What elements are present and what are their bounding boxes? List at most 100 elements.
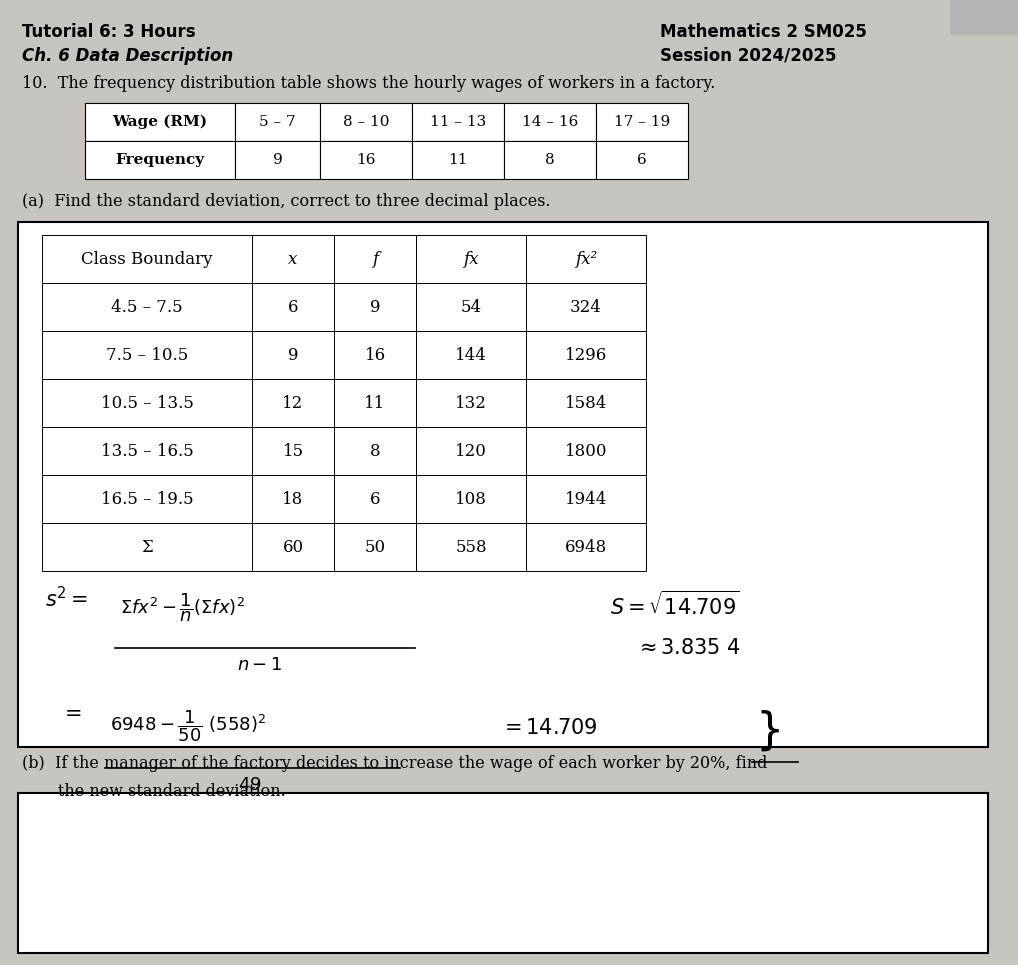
Text: 4.5 – 7.5: 4.5 – 7.5	[111, 298, 183, 316]
Text: $n - 1$: $n - 1$	[237, 656, 283, 674]
FancyBboxPatch shape	[596, 141, 688, 179]
Text: 108: 108	[455, 490, 487, 508]
Text: 15: 15	[282, 443, 303, 459]
Text: $49$: $49$	[238, 776, 262, 794]
FancyBboxPatch shape	[412, 141, 504, 179]
Bar	[526, 283, 646, 331]
Text: fx²: fx²	[575, 251, 598, 267]
Bar	[334, 283, 416, 331]
Bar	[416, 283, 526, 331]
Text: $=$: $=$	[60, 703, 81, 722]
Text: $\approx 3.835\ 4$: $\approx 3.835\ 4$	[635, 638, 741, 658]
Bar	[252, 523, 334, 571]
Bar	[18, 222, 988, 747]
Bar	[42, 283, 252, 331]
Text: Mathematics 2 SM025: Mathematics 2 SM025	[660, 23, 867, 41]
Text: 324: 324	[570, 298, 602, 316]
Bar	[416, 427, 526, 475]
FancyBboxPatch shape	[596, 103, 688, 141]
Text: Ch. 6 Data Description: Ch. 6 Data Description	[22, 47, 233, 65]
Text: 1584: 1584	[565, 395, 607, 411]
Text: 17 – 19: 17 – 19	[614, 115, 670, 129]
Text: 18: 18	[282, 490, 303, 508]
Text: 10.5 – 13.5: 10.5 – 13.5	[101, 395, 193, 411]
Text: 8 – 10: 8 – 10	[343, 115, 389, 129]
Text: 8: 8	[370, 443, 381, 459]
Text: $= 14.709$: $= 14.709$	[500, 718, 598, 738]
Text: 8: 8	[546, 153, 555, 167]
FancyBboxPatch shape	[84, 141, 235, 179]
Text: 11: 11	[448, 153, 467, 167]
Bar	[252, 427, 334, 475]
Text: 9: 9	[288, 346, 298, 364]
Bar	[526, 331, 646, 379]
Bar	[334, 523, 416, 571]
Text: 11 – 13: 11 – 13	[430, 115, 487, 129]
Bar	[42, 523, 252, 571]
Bar	[252, 235, 334, 283]
Bar	[252, 283, 334, 331]
FancyBboxPatch shape	[504, 141, 596, 179]
Bar	[42, 475, 252, 523]
FancyBboxPatch shape	[320, 103, 412, 141]
Text: 16: 16	[356, 153, 376, 167]
Text: Tutorial 6: 3 Hours: Tutorial 6: 3 Hours	[22, 23, 195, 41]
Text: 558: 558	[455, 538, 487, 556]
Bar	[334, 427, 416, 475]
FancyBboxPatch shape	[235, 141, 320, 179]
Text: 120: 120	[455, 443, 487, 459]
Text: 60: 60	[282, 538, 303, 556]
Bar	[334, 331, 416, 379]
Bar	[42, 379, 252, 427]
Text: the new standard deviation.: the new standard deviation.	[22, 783, 286, 800]
Bar	[42, 331, 252, 379]
Text: Σ: Σ	[142, 538, 153, 556]
Text: $6948 - \dfrac{1}{50}\ (558)^2$: $6948 - \dfrac{1}{50}\ (558)^2$	[110, 708, 267, 744]
Text: 6948: 6948	[565, 538, 607, 556]
Bar	[416, 523, 526, 571]
Text: 1800: 1800	[565, 443, 608, 459]
Text: $\Sigma fx^2 - \dfrac{1}{n}(\Sigma fx)^2$: $\Sigma fx^2 - \dfrac{1}{n}(\Sigma fx)^2…	[120, 591, 245, 623]
Bar	[334, 379, 416, 427]
Text: 6: 6	[637, 153, 646, 167]
Text: (a)  Find the standard deviation, correct to three decimal places.: (a) Find the standard deviation, correct…	[22, 193, 551, 210]
Bar	[334, 475, 416, 523]
Bar	[526, 427, 646, 475]
Text: Frequency: Frequency	[115, 153, 205, 167]
Bar	[416, 475, 526, 523]
Text: Class Boundary: Class Boundary	[81, 251, 213, 267]
Text: 1296: 1296	[565, 346, 607, 364]
Text: 13.5 – 16.5: 13.5 – 16.5	[101, 443, 193, 459]
Text: 16.5 – 19.5: 16.5 – 19.5	[101, 490, 193, 508]
Bar	[18, 793, 988, 953]
Bar	[526, 235, 646, 283]
Text: $s^2 =$: $s^2 =$	[45, 586, 89, 611]
Bar	[416, 331, 526, 379]
Bar	[252, 475, 334, 523]
Bar	[526, 475, 646, 523]
FancyBboxPatch shape	[235, 103, 320, 141]
FancyBboxPatch shape	[320, 141, 412, 179]
Text: 11: 11	[364, 395, 386, 411]
Text: $\}$: $\}$	[755, 708, 780, 753]
Text: Session 2024/2025: Session 2024/2025	[660, 47, 837, 65]
Text: 10.  The frequency distribution table shows the hourly wages of workers in a fac: 10. The frequency distribution table sho…	[22, 75, 716, 92]
Text: 9: 9	[273, 153, 282, 167]
Text: 9: 9	[370, 298, 381, 316]
Bar	[334, 235, 416, 283]
Bar	[526, 523, 646, 571]
Bar	[42, 427, 252, 475]
Text: 5 – 7: 5 – 7	[260, 115, 296, 129]
FancyBboxPatch shape	[84, 103, 235, 141]
Text: 7.5 – 10.5: 7.5 – 10.5	[106, 346, 188, 364]
Text: 54: 54	[460, 298, 482, 316]
Text: 6: 6	[288, 298, 298, 316]
Text: $S = \sqrt{14.709}$: $S = \sqrt{14.709}$	[610, 591, 740, 620]
FancyBboxPatch shape	[412, 103, 504, 141]
Bar	[252, 331, 334, 379]
Text: 6: 6	[370, 490, 381, 508]
Text: Wage (RM): Wage (RM)	[112, 115, 208, 129]
Bar	[526, 379, 646, 427]
Text: 1944: 1944	[565, 490, 607, 508]
Text: fx: fx	[463, 251, 478, 267]
